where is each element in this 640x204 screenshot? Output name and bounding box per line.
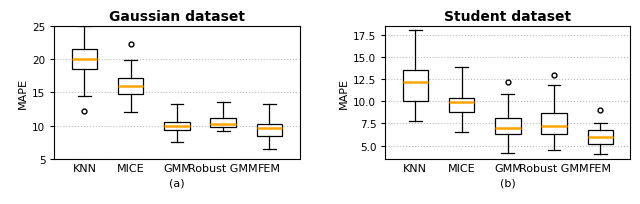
Title: Student dataset: Student dataset [444,10,572,24]
PathPatch shape [257,125,282,136]
PathPatch shape [72,50,97,70]
PathPatch shape [118,78,143,94]
PathPatch shape [588,130,613,144]
X-axis label: (b): (b) [500,177,516,187]
PathPatch shape [211,119,236,127]
PathPatch shape [164,122,189,131]
PathPatch shape [495,119,520,134]
Y-axis label: MAPE: MAPE [339,77,349,108]
Y-axis label: MAPE: MAPE [18,77,28,108]
PathPatch shape [449,99,474,112]
PathPatch shape [541,113,567,134]
Title: Gaussian dataset: Gaussian dataset [109,10,245,24]
PathPatch shape [403,71,428,102]
X-axis label: (a): (a) [169,177,185,187]
